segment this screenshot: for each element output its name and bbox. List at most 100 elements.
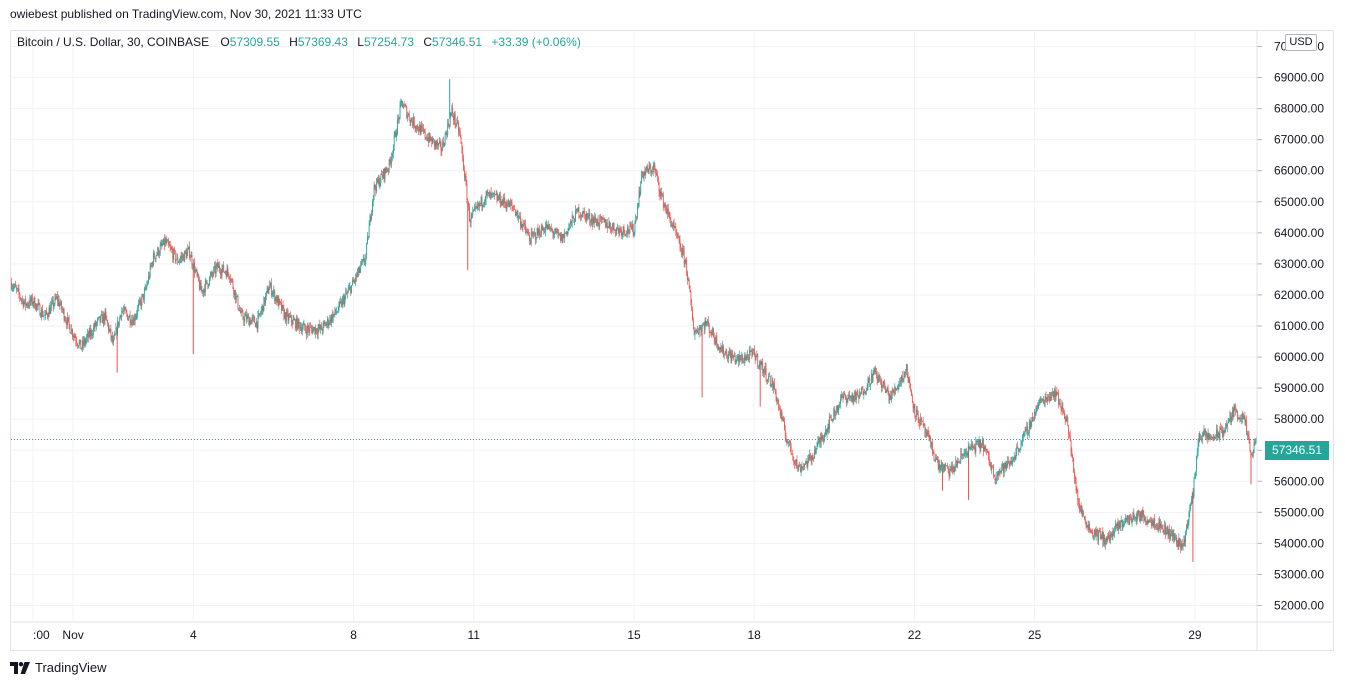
candle-body <box>1069 435 1071 441</box>
candle-body <box>575 210 576 222</box>
candle-body <box>916 409 918 412</box>
candle-body <box>293 319 295 321</box>
candle-body <box>970 446 972 448</box>
candle-body <box>563 234 565 238</box>
candle-body <box>670 219 672 227</box>
candle-body <box>1228 419 1230 421</box>
candle-body <box>224 271 225 273</box>
candle-body <box>1137 510 1139 515</box>
candle-body <box>14 284 16 287</box>
candle-body <box>43 315 45 317</box>
candle-body <box>419 125 421 135</box>
candle-body <box>51 302 53 306</box>
candle-body <box>67 317 68 326</box>
candle-body <box>769 375 771 386</box>
candle-body <box>906 364 908 378</box>
candle-body <box>1173 533 1175 541</box>
candle-body <box>429 133 431 141</box>
candle-body <box>639 191 641 195</box>
candle-body <box>62 309 63 311</box>
candle-body <box>324 322 326 324</box>
candle-body <box>561 234 563 243</box>
candle-body <box>979 439 981 450</box>
candle-body <box>136 314 138 316</box>
candle-body <box>260 313 261 315</box>
candle-body <box>898 385 900 387</box>
candle-body <box>726 352 728 359</box>
candle-body <box>437 141 439 146</box>
candle-body <box>336 312 337 314</box>
candle-body <box>416 125 418 129</box>
candle-body <box>104 311 106 322</box>
candle-body <box>651 170 653 173</box>
candle-body <box>935 457 937 461</box>
currency-button[interactable]: USD <box>1285 34 1317 51</box>
candle-body <box>540 235 541 237</box>
candle-body <box>893 391 895 393</box>
candle-body <box>785 436 787 443</box>
candle-body <box>714 339 716 344</box>
candle-body <box>653 165 655 167</box>
candle-body <box>1176 536 1177 543</box>
change-value: +33.39 (+0.06%) <box>491 35 581 49</box>
candle-body <box>64 319 66 321</box>
candle-body <box>677 237 679 239</box>
price-tick-label: 59000.00 <box>1274 381 1324 395</box>
candle-body <box>81 347 83 350</box>
candle-body <box>1037 405 1039 410</box>
candle-body <box>189 257 191 259</box>
candle-body <box>506 205 508 209</box>
candle-body <box>406 106 408 118</box>
candle-body <box>679 239 681 248</box>
candle-body <box>1191 501 1192 505</box>
candle-body <box>484 202 485 205</box>
candle-body <box>380 173 382 183</box>
candle-body <box>616 228 617 235</box>
candle-body <box>1003 462 1005 473</box>
candle-body <box>641 171 643 184</box>
tradingview-logo[interactable]: TradingView <box>10 660 107 675</box>
candle-body <box>79 339 81 343</box>
candle-body <box>650 167 652 173</box>
candle-body <box>1118 521 1120 530</box>
candle-body <box>1038 400 1040 404</box>
candle-body <box>207 283 209 287</box>
candle-body <box>61 301 63 310</box>
candle-body <box>232 280 234 289</box>
candle-body <box>739 355 741 361</box>
candle-body <box>99 316 101 322</box>
candle-body <box>594 216 596 223</box>
candle-body <box>947 465 948 467</box>
price-tick-label: 68000.00 <box>1274 102 1324 116</box>
candle-body <box>674 226 676 228</box>
candle-body <box>1136 514 1138 522</box>
candle-body <box>703 324 704 326</box>
candle-body <box>36 304 37 310</box>
candle-body <box>881 380 882 389</box>
candle-body <box>514 208 515 210</box>
candle-body <box>435 141 437 146</box>
symbol-legend[interactable]: Bitcoin / U.S. Dollar, 30, COINBASE O573… <box>17 35 581 49</box>
candle-body <box>401 100 403 102</box>
candle-body <box>75 337 77 342</box>
candle-body <box>745 356 747 360</box>
candle-body <box>746 354 748 357</box>
candle-body <box>30 298 32 302</box>
candle-body <box>54 296 56 304</box>
candle-body <box>342 299 343 307</box>
candle-body <box>1005 463 1007 469</box>
symbol-title[interactable]: Bitcoin / U.S. Dollar, 30, COINBASE <box>17 35 210 49</box>
candle-body <box>16 288 18 290</box>
candle-body <box>177 256 179 263</box>
candle-body <box>1232 410 1233 417</box>
candle-body <box>119 315 121 319</box>
candle-body <box>1168 529 1170 536</box>
candle-body <box>483 204 485 206</box>
candle-body <box>518 216 520 219</box>
candle-body <box>358 267 360 273</box>
candle-body <box>786 442 788 444</box>
candle-body <box>620 228 622 230</box>
candle-body <box>388 159 390 171</box>
candle-body <box>581 216 583 218</box>
